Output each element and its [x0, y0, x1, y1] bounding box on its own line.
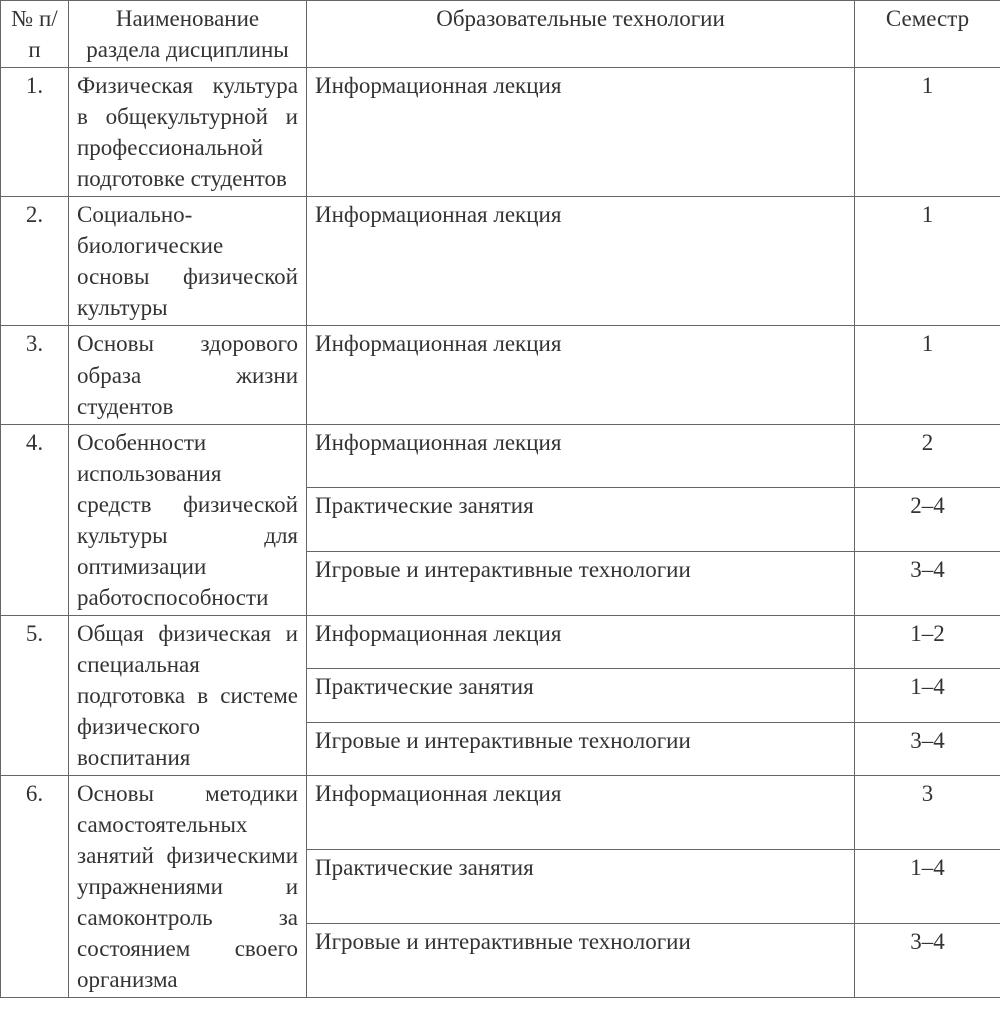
table-cell: 4. [1, 424, 69, 615]
table-cell: Информационная лекция [307, 424, 855, 488]
table-cell: 6. [1, 776, 69, 998]
table-cell: 1–4 [855, 669, 1000, 722]
table-cell: Социально-биологические основы физическо… [69, 197, 307, 326]
table-cell: 1–2 [855, 615, 1000, 668]
table-cell: Общая физическая и специальная подготовк… [69, 615, 307, 775]
table-cell: 2–4 [855, 488, 1000, 552]
table-cell: 1–4 [855, 850, 1000, 924]
curriculum-table: № п/пНаименование раздела дисциплиныОбра… [0, 0, 1000, 998]
table-cell: Информационная лекция [307, 776, 855, 850]
table-cell: Семестр [855, 1, 1000, 68]
table-cell: Физическая культура в общекультурной и п… [69, 68, 307, 197]
table-cell: 3–4 [855, 552, 1000, 616]
table-cell: Образовательные технологии [307, 1, 855, 68]
table-cell: 1 [855, 197, 1000, 326]
table-cell: 1. [1, 68, 69, 197]
table-row: 2.Социально-биологические основы физичес… [1, 197, 1000, 326]
table-cell: 3. [1, 326, 69, 424]
table-cell: Информационная лекция [307, 197, 855, 326]
table-cell: 3–4 [855, 924, 1000, 998]
table-row: 1.Физическая культура в общекультурной и… [1, 68, 1000, 197]
table-row: 5.Общая физическая и специальная подгото… [1, 615, 1000, 668]
table-cell: Практические занятия [307, 850, 855, 924]
table-cell: 1 [855, 326, 1000, 424]
table-cell: 1 [855, 68, 1000, 197]
table-cell: Игровые и интерактивные технологии [307, 722, 855, 775]
table-row: 6.Основы методики самостоятельных заняти… [1, 776, 1000, 850]
table-cell: Основы методики самостоятельных занятий … [69, 776, 307, 998]
table-cell: Наименование раздела дисциплины [69, 1, 307, 68]
table-cell: Информационная лекция [307, 68, 855, 197]
table-header-row: № п/пНаименование раздела дисциплиныОбра… [1, 1, 1000, 68]
table-cell: Особенности использования средств физиче… [69, 424, 307, 615]
table-cell: Практические занятия [307, 669, 855, 722]
table-cell: 2 [855, 424, 1000, 488]
table-cell: Информационная лекция [307, 326, 855, 424]
table-row: 3.Основы здорового образа жизни студенто… [1, 326, 1000, 424]
table-cell: Игровые и интерактивные технологии [307, 552, 855, 616]
table-cell: 5. [1, 615, 69, 775]
table-cell: 2. [1, 197, 69, 326]
table-row: 4.Особенности использования средств физи… [1, 424, 1000, 488]
table-cell: Основы здорового образа жизни студентов [69, 326, 307, 424]
table-cell: Практические занятия [307, 488, 855, 552]
table-cell: Игровые и интерактивные технологии [307, 924, 855, 998]
table-cell: № п/п [1, 1, 69, 68]
table-cell: 3–4 [855, 722, 1000, 775]
table-cell: 3 [855, 776, 1000, 850]
table-cell: Информационная лекция [307, 615, 855, 668]
